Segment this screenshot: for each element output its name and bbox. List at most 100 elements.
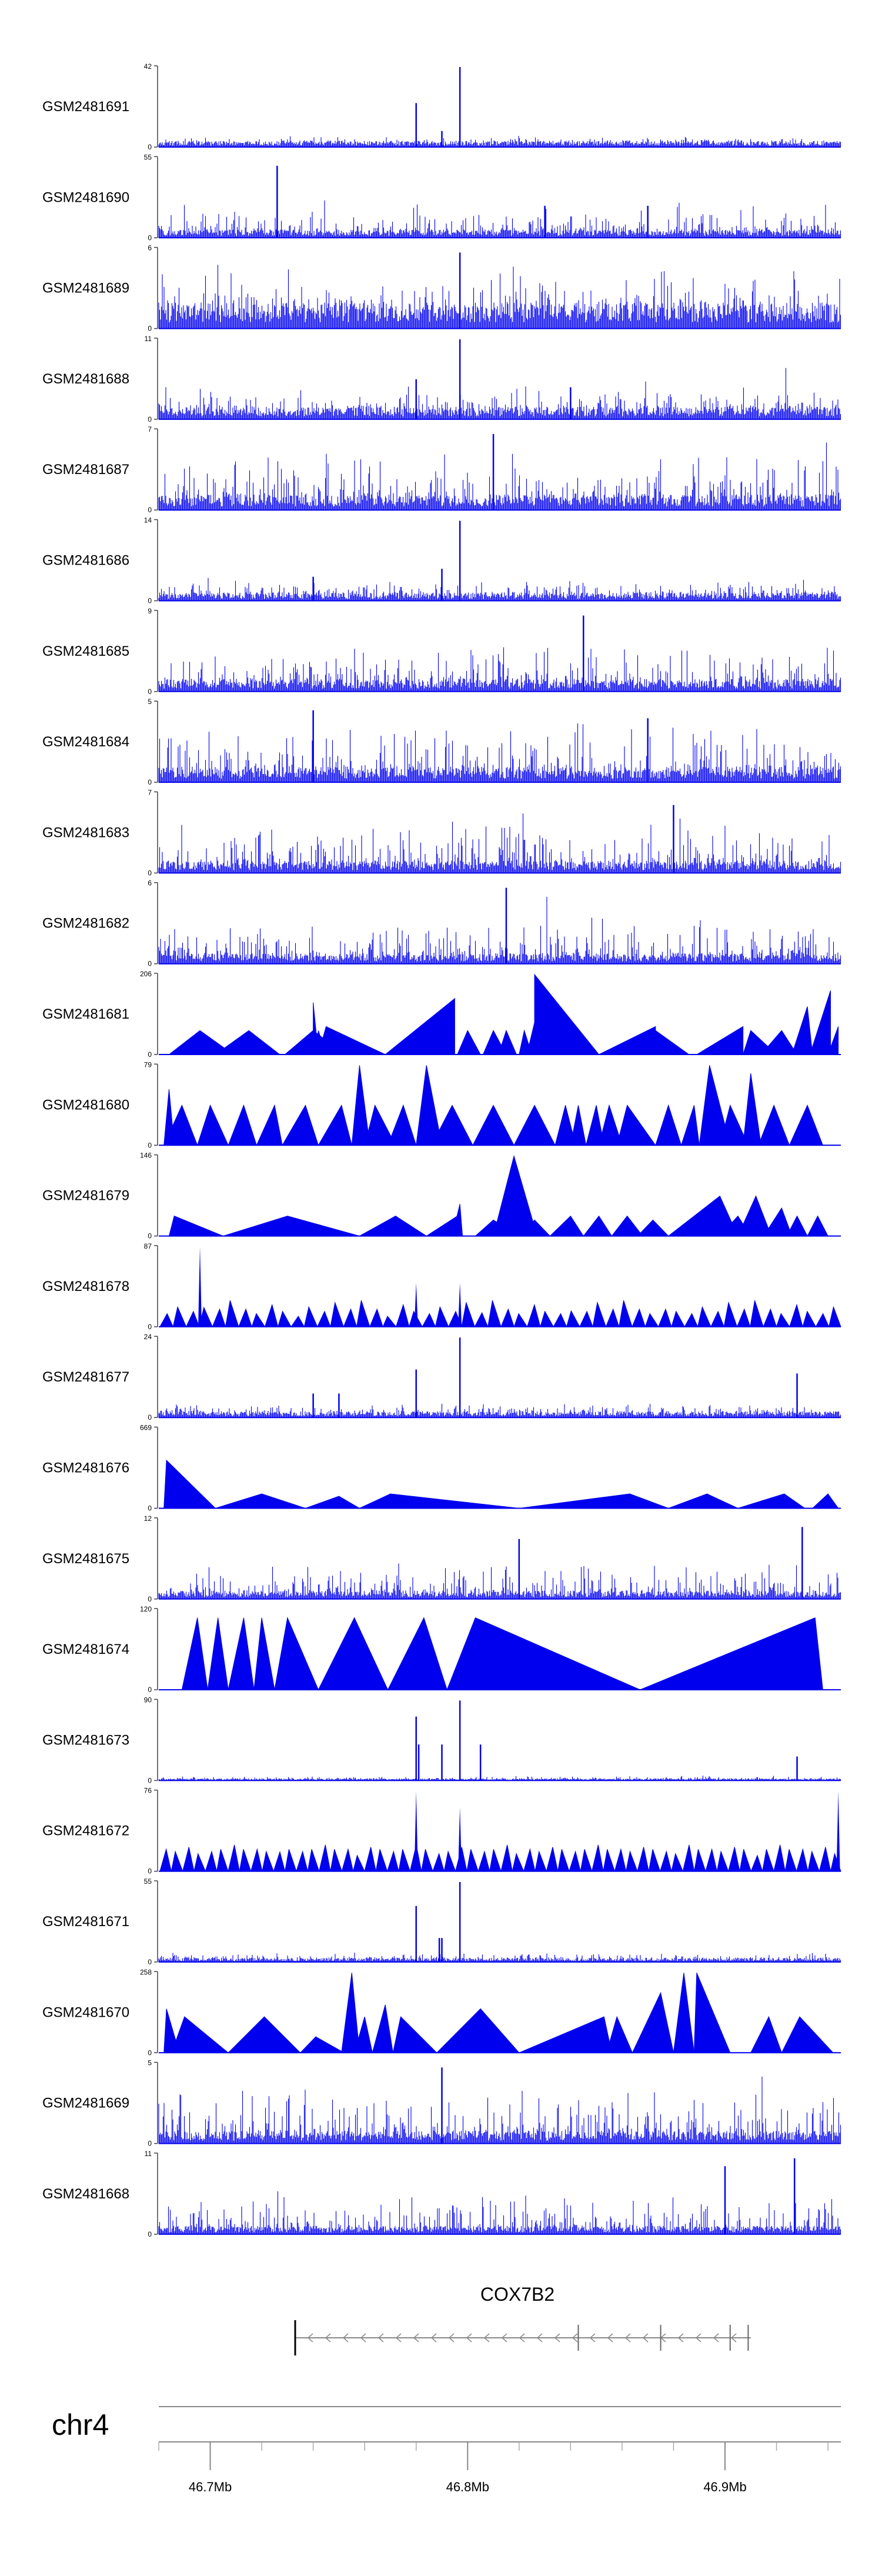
strand-arrow bbox=[642, 2333, 649, 2343]
coverage-peak bbox=[815, 1313, 830, 1327]
coverage-peak bbox=[416, 1065, 443, 1146]
coverage-peak bbox=[422, 1313, 436, 1327]
coverage-peak bbox=[262, 1850, 275, 1872]
coverage-peak bbox=[318, 1104, 352, 1146]
coverage-peak bbox=[182, 1847, 195, 1872]
track-label: GSM2481680 bbox=[42, 1097, 129, 1113]
coverage-peak bbox=[477, 1850, 490, 1872]
track-label: GSM2481689 bbox=[42, 281, 129, 296]
strand-arrow bbox=[342, 2333, 349, 2343]
track-ymin-label: 0 bbox=[148, 960, 152, 968]
coverage-bars bbox=[158, 813, 841, 873]
coverage-peak bbox=[566, 1310, 580, 1327]
coverage-peak bbox=[318, 1617, 389, 1690]
coverage-peak bbox=[256, 1104, 283, 1146]
coverage-peak bbox=[743, 1073, 761, 1146]
track-GSM2481669: GSM2481669 5 0 bbox=[42, 2059, 841, 2148]
coverage-peak bbox=[341, 1848, 354, 1872]
track-GSM2481675: GSM2481675 12 0 bbox=[42, 1514, 841, 1603]
strand-arrow bbox=[413, 2333, 419, 2343]
coverage-peak bbox=[387, 1104, 417, 1146]
coverage-bars bbox=[158, 2191, 841, 2234]
coverage-peak bbox=[632, 1308, 646, 1327]
gene-label: COX7B2 bbox=[480, 2284, 554, 2305]
track-ymin-label: 0 bbox=[148, 2230, 152, 2238]
coverage-peak bbox=[758, 1104, 790, 1146]
track-label: GSM2481672 bbox=[42, 1823, 129, 1839]
coverage-peak bbox=[207, 1617, 229, 1690]
track-GSM2481689: GSM2481689 6 0 bbox=[42, 244, 841, 333]
coverage-peak bbox=[472, 1105, 514, 1146]
strand-arrow bbox=[624, 2333, 631, 2343]
track-ymin-label: 0 bbox=[148, 778, 152, 786]
coverage-peak bbox=[585, 1105, 604, 1146]
coverage-peak bbox=[372, 2004, 393, 2053]
track-ymin-label: 0 bbox=[148, 1867, 152, 1876]
coverage-peak bbox=[251, 1313, 266, 1327]
coverage-peak bbox=[557, 1849, 570, 1872]
coverage-peak bbox=[319, 1844, 331, 1872]
strand-arrow bbox=[501, 2333, 507, 2343]
track-ymax-label: 146 bbox=[140, 1152, 152, 1160]
coverage-peak bbox=[387, 1617, 447, 1690]
track-label: GSM2481690 bbox=[42, 189, 129, 205]
track-label: GSM2481684 bbox=[42, 734, 129, 750]
coverage-peak bbox=[212, 1308, 226, 1327]
coverage-peak bbox=[637, 1219, 669, 1237]
strand-arrow bbox=[554, 2333, 560, 2343]
coverage-peak bbox=[696, 1026, 744, 1055]
coverage-peak bbox=[369, 1308, 383, 1327]
track-GSM2481679: GSM2481679 146 0 bbox=[42, 1152, 841, 1240]
coverage-peak bbox=[579, 1310, 593, 1327]
strand-arrow bbox=[730, 2333, 737, 2343]
coverage-peak bbox=[693, 1973, 731, 2053]
coverage-peak bbox=[457, 1030, 482, 1055]
track-ymax-label: 11 bbox=[145, 2150, 152, 2158]
track-label: GSM2481685 bbox=[42, 643, 129, 659]
coverage-peak bbox=[763, 1308, 777, 1327]
track-label: GSM2481681 bbox=[42, 1006, 129, 1022]
coverage-peak bbox=[682, 1844, 695, 1872]
track-ymax-label: 6 bbox=[148, 879, 152, 887]
track-GSM2481686: GSM2481686 14 0 bbox=[42, 516, 841, 605]
coverage-peak bbox=[657, 1308, 672, 1327]
track-ymin-label: 0 bbox=[148, 1686, 152, 1694]
coverage-peak bbox=[364, 1847, 376, 1872]
coverage-peak bbox=[534, 1850, 547, 1872]
coverage-peak bbox=[534, 973, 600, 1055]
track-ymax-label: 76 bbox=[144, 1787, 152, 1795]
strand-arrow bbox=[395, 2333, 402, 2343]
strand-arrow bbox=[307, 2333, 313, 2343]
tracks-layer: GSM2481691420GSM2481690550GSM248168960GS… bbox=[42, 62, 841, 2238]
coverage-peak bbox=[802, 1310, 817, 1327]
track-label: GSM2481668 bbox=[42, 2186, 129, 2202]
coverage-peak bbox=[710, 1310, 724, 1327]
strand-arrow bbox=[713, 2333, 719, 2343]
coverage-peak bbox=[205, 1850, 218, 1872]
track-ymin-label: 0 bbox=[148, 415, 152, 423]
coverage-peak bbox=[171, 2016, 229, 2053]
track-ymax-label: 206 bbox=[140, 970, 152, 978]
coverage-peak bbox=[382, 1315, 397, 1327]
track-GSM2481684: GSM2481684 5 0 bbox=[42, 698, 841, 786]
coverage-peak bbox=[458, 1283, 462, 1327]
track-GSM2481680: GSM2481680 79 0 bbox=[42, 1060, 841, 1149]
coverage-peak bbox=[668, 1493, 739, 1509]
coverage-peak bbox=[569, 1850, 581, 1872]
track-ymax-label: 6 bbox=[148, 244, 152, 252]
coverage-peak bbox=[750, 1300, 764, 1327]
track-ymax-label: 5 bbox=[148, 698, 152, 706]
strand-arrow bbox=[466, 2333, 472, 2343]
coverage-peak bbox=[296, 1850, 308, 1872]
axis-tick-label: 46.8Mb bbox=[446, 2480, 489, 2494]
gene-annotation-track: COX7B2 bbox=[294, 2284, 751, 2355]
coverage-peak bbox=[667, 1195, 739, 1237]
coverage-peak bbox=[598, 1104, 623, 1146]
track-label: GSM2481691 bbox=[42, 99, 129, 115]
coverage-peak bbox=[353, 1854, 365, 1872]
track-ymin-label: 0 bbox=[148, 1504, 152, 1513]
coverage-peak bbox=[487, 1300, 502, 1327]
coverage-peak bbox=[199, 1306, 213, 1327]
coverage-peak bbox=[599, 1026, 656, 1055]
coverage-peak bbox=[500, 1308, 515, 1327]
